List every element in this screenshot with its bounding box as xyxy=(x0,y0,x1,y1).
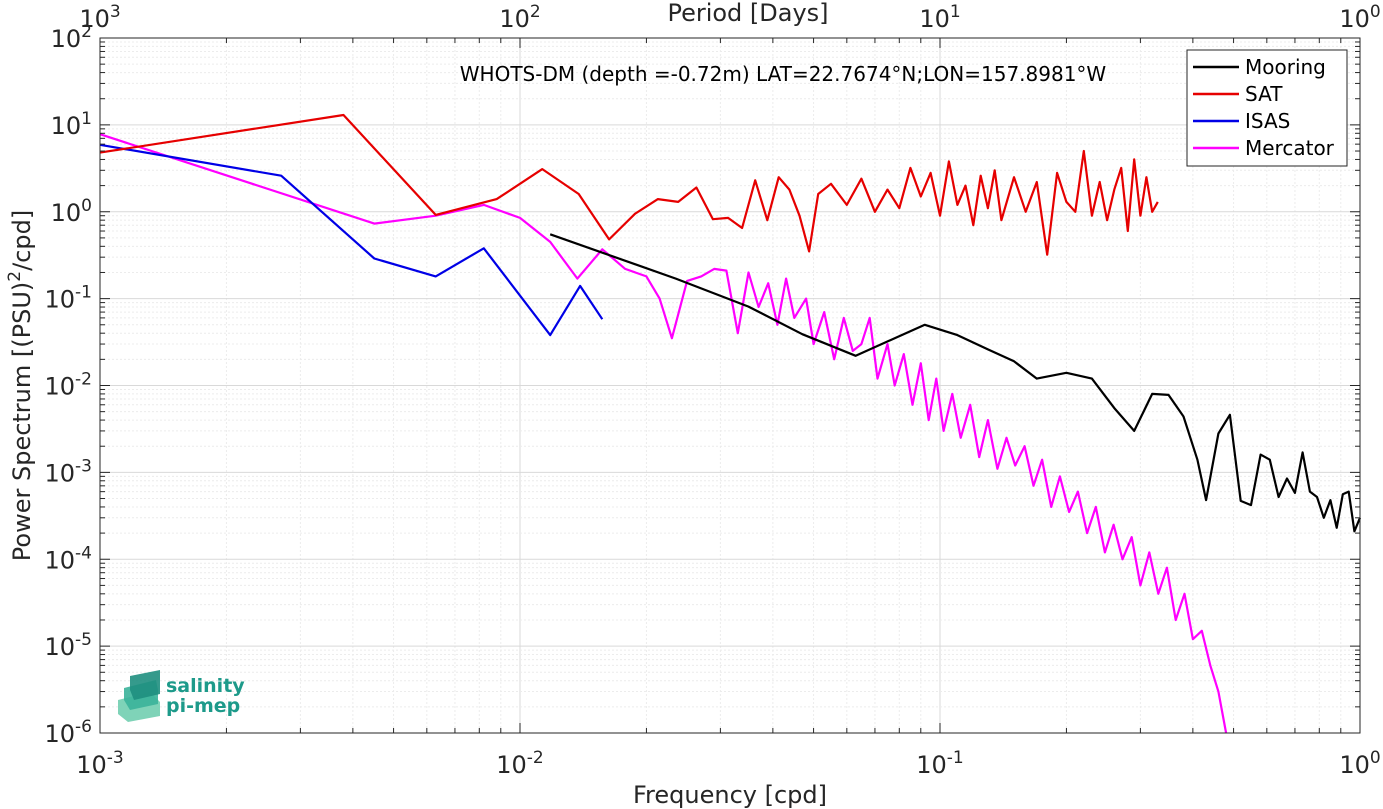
series-line-mercator xyxy=(99,133,1228,734)
logo-text-line1: salinity xyxy=(166,675,245,697)
x2-tick-label: 102 xyxy=(499,2,540,33)
x-axis-label: Frequency [cpd] xyxy=(633,781,827,809)
grid-lines xyxy=(99,38,1360,734)
top-axis-label: Period [Days] xyxy=(667,0,828,27)
series-line-mooring xyxy=(549,233,1362,533)
y-tick-label: 10-6 xyxy=(45,717,93,748)
x-tick-label: 100 xyxy=(1339,748,1380,779)
x-tick-label: 10-3 xyxy=(76,748,124,779)
series-line-sat xyxy=(99,113,1159,256)
y-tick-label: 10-5 xyxy=(45,630,93,661)
y-tick-label: 10-4 xyxy=(45,543,93,574)
y-tick-label: 10-1 xyxy=(45,283,93,314)
y-tick-label: 10-3 xyxy=(45,456,93,487)
series-line-isas xyxy=(99,143,604,337)
y-axis-label: Power Spectrum [(PSU)2/cpd] xyxy=(5,210,36,561)
x2-tick-label: 103 xyxy=(79,2,120,33)
x2-tick-label: 101 xyxy=(919,2,960,33)
y-tick-label: 100 xyxy=(51,196,92,227)
y-tick-label: 102 xyxy=(51,22,92,53)
x2-tick-label: 100 xyxy=(1339,2,1380,33)
logo-mark-icon xyxy=(118,670,160,722)
chart-annotation: WHOTS-DM (depth =-0.72m) LAT=22.7674°N;L… xyxy=(460,62,1107,86)
x-tick-label: 10-1 xyxy=(916,748,964,779)
logo-text-line2: pi-mep xyxy=(166,695,240,717)
legend-label-sat: SAT xyxy=(1245,82,1283,106)
legend-box xyxy=(1186,49,1348,167)
salinity-pi-mep-logo: salinity pi-mep xyxy=(118,670,245,722)
series-layer xyxy=(99,113,1362,734)
tick-marks xyxy=(99,38,1360,734)
legend-label-isas: ISAS xyxy=(1245,109,1290,133)
legend: Mooring SAT ISAS Mercator xyxy=(1186,49,1348,167)
legend-label-mercator: Mercator xyxy=(1245,136,1335,160)
legend-label-mooring: Mooring xyxy=(1245,55,1326,79)
y-tick-label: 10-2 xyxy=(45,370,93,401)
y-tick-label: 101 xyxy=(51,109,92,140)
x-tick-label: 10-2 xyxy=(496,748,544,779)
